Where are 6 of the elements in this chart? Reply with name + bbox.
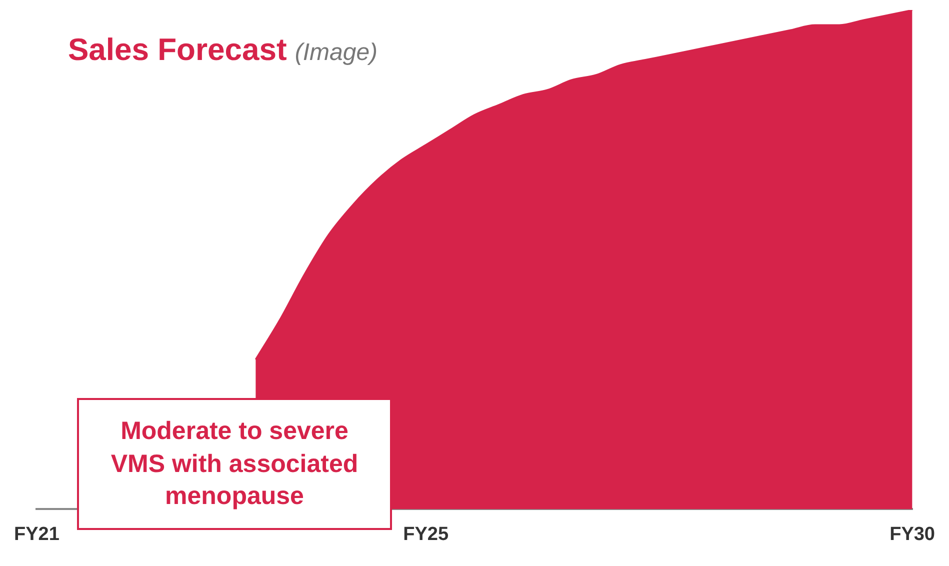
annotation: Moderate to severe VMS with associated menopause	[110, 416, 360, 512]
x-tick-label: FY30	[890, 524, 936, 545]
x-tick-label: FY25	[403, 524, 449, 545]
text: Sales Forecast	[68, 32, 287, 67]
x-tick-label: FY21	[14, 524, 60, 545]
text: (Image)	[294, 39, 378, 66]
